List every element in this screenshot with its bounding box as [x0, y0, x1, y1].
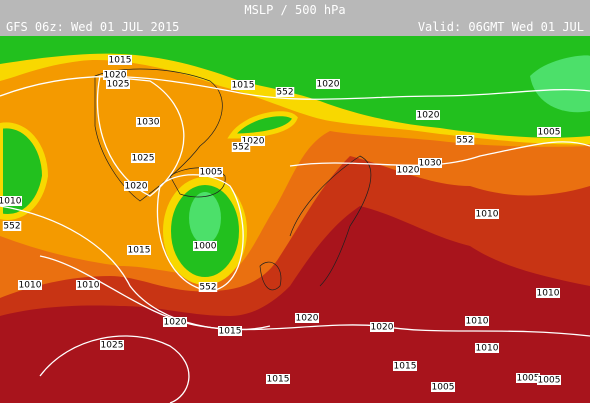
isobar-label: 1015 [394, 362, 417, 372]
coastline-europe [259, 155, 372, 291]
label-background [218, 326, 242, 336]
isobar-label: 1015 [109, 56, 132, 66]
label-background [431, 382, 455, 392]
label-background [0, 196, 22, 206]
label-background [198, 282, 218, 292]
isobar-label: 1020 [397, 166, 420, 176]
label-background [2, 221, 22, 231]
label-background [136, 117, 160, 127]
label-background [199, 167, 223, 177]
isobar-label: 1005 [432, 383, 455, 393]
label-background [131, 153, 155, 163]
label-background [231, 80, 255, 90]
label-background [316, 79, 340, 89]
isobar-label: 1025 [132, 154, 155, 164]
isobar-label: 1020 [296, 314, 319, 324]
label-background [396, 165, 420, 175]
label-background [76, 280, 100, 290]
isobar [39, 335, 190, 403]
label-background [537, 127, 561, 137]
coastline-iceland [169, 167, 226, 198]
isobar-label: 1010 [476, 210, 499, 220]
label-background [241, 136, 265, 146]
label-background [295, 313, 319, 323]
isobar-label: 552 [3, 222, 20, 232]
isobar-label: 1020 [242, 137, 265, 147]
isobar-label: 1020 [417, 111, 440, 121]
label-background [370, 322, 394, 332]
isobar-label: 1010 [466, 317, 489, 327]
coastline-greenland [94, 68, 223, 202]
valid-time: Valid: 06GMT Wed 01 JUL [417, 20, 584, 34]
label-background [18, 280, 42, 290]
cold-west [0, 122, 49, 220]
isobar-label: 1005 [538, 128, 561, 138]
label-background [103, 70, 127, 80]
isobar-label: 1010 [19, 281, 42, 291]
isobar-label: 1020 [371, 323, 394, 333]
isobar-label: 1030 [419, 159, 442, 169]
label-background [275, 87, 295, 97]
isobar-label: 1010 [0, 197, 22, 207]
isobar-label: 1005 [538, 376, 561, 386]
label-background [475, 209, 499, 219]
label-background [516, 373, 540, 383]
isobar-label: 1010 [77, 281, 100, 291]
isobar-label: 1030 [137, 118, 160, 128]
isobar-label: 1005 [200, 168, 223, 178]
map-title: MSLP / 500 hPa [244, 3, 346, 17]
label-background [163, 317, 187, 327]
isobar-label: 1015 [128, 246, 151, 256]
label-background [537, 375, 561, 385]
region-cold [0, 36, 590, 138]
isobar [96, 75, 185, 197]
isobar-label: 552 [232, 143, 249, 153]
isobar-label: 1010 [537, 289, 560, 299]
label-background [100, 340, 124, 350]
label-background [536, 288, 560, 298]
isobar-label: 552 [199, 283, 216, 293]
isobar-label: 552 [456, 136, 473, 146]
isobar-label: 1020 [125, 182, 148, 192]
isobar [289, 141, 590, 167]
isobar-label: 1015 [219, 327, 242, 337]
isobar-label: 1000 [194, 242, 217, 252]
isobar-label: 1020 [104, 71, 127, 81]
label-background [416, 110, 440, 120]
isobar-label: 1020 [164, 318, 187, 328]
low-pressure-core [189, 192, 221, 244]
run-info: GFS 06z: Wed 01 JUL 2015 [6, 20, 180, 34]
label-background [465, 316, 489, 326]
isobar-label: 1015 [267, 375, 290, 385]
cold-pocket [227, 111, 298, 139]
label-background [266, 374, 290, 384]
label-background [108, 55, 132, 65]
isobar-label: 1025 [107, 80, 130, 90]
isobar-label: 1010 [476, 344, 499, 354]
isobar [39, 255, 590, 337]
isobar-label: 1005 [517, 374, 540, 384]
label-background [418, 158, 442, 168]
label-background [475, 343, 499, 353]
isobar-label: 1025 [101, 341, 124, 351]
label-background [455, 135, 475, 145]
label-background [393, 361, 417, 371]
isobar-label: 1015 [232, 81, 255, 91]
isobar-label: 1020 [317, 80, 340, 90]
isobar-label: 552 [276, 88, 293, 98]
label-background [127, 245, 151, 255]
label-background [106, 79, 130, 89]
region-cold-core [530, 55, 590, 113]
label-background [231, 142, 251, 152]
label-background [193, 241, 217, 251]
label-background [124, 181, 148, 191]
